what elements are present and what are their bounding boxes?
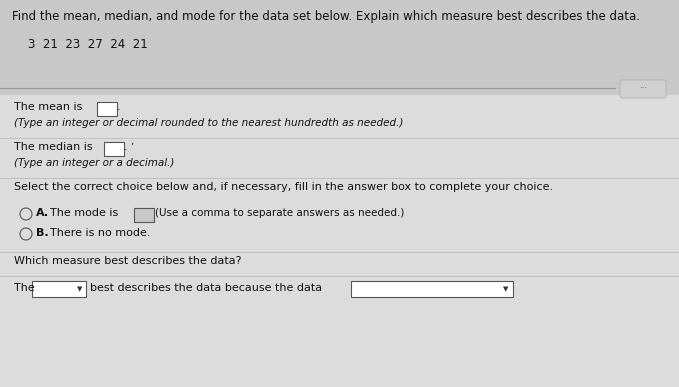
Text: ʼ: ʼ bbox=[130, 142, 133, 152]
Text: (Use a comma to separate answers as needed.): (Use a comma to separate answers as need… bbox=[155, 208, 405, 218]
Text: A.: A. bbox=[36, 208, 49, 218]
FancyBboxPatch shape bbox=[0, 95, 679, 387]
Text: .: . bbox=[117, 102, 121, 112]
Text: ···: ··· bbox=[639, 84, 647, 94]
Text: best describes the data because the data: best describes the data because the data bbox=[90, 283, 322, 293]
FancyBboxPatch shape bbox=[97, 102, 117, 116]
Circle shape bbox=[20, 228, 32, 240]
Circle shape bbox=[20, 208, 32, 220]
Text: ▼: ▼ bbox=[503, 286, 509, 292]
Text: Select the correct choice below and, if necessary, fill in the answer box to com: Select the correct choice below and, if … bbox=[14, 182, 553, 192]
Text: .: . bbox=[124, 142, 128, 152]
Text: (Type an integer or a decimal.): (Type an integer or a decimal.) bbox=[14, 158, 175, 168]
FancyBboxPatch shape bbox=[620, 80, 666, 98]
Text: The mean is: The mean is bbox=[14, 102, 82, 112]
FancyBboxPatch shape bbox=[104, 142, 124, 156]
Text: There is no mode.: There is no mode. bbox=[50, 228, 151, 238]
Text: The: The bbox=[14, 283, 35, 293]
FancyBboxPatch shape bbox=[32, 281, 86, 297]
Text: The median is: The median is bbox=[14, 142, 92, 152]
FancyBboxPatch shape bbox=[0, 0, 679, 95]
Text: (Type an integer or decimal rounded to the nearest hundredth as needed.): (Type an integer or decimal rounded to t… bbox=[14, 118, 403, 128]
FancyBboxPatch shape bbox=[134, 208, 154, 222]
Text: Which measure best describes the data?: Which measure best describes the data? bbox=[14, 256, 242, 266]
Text: The mode is: The mode is bbox=[50, 208, 118, 218]
Text: 3  21  23  27  24  21: 3 21 23 27 24 21 bbox=[28, 38, 148, 51]
Text: ▼: ▼ bbox=[77, 286, 83, 292]
Text: B.: B. bbox=[36, 228, 49, 238]
FancyBboxPatch shape bbox=[351, 281, 513, 297]
Text: Find the mean, median, and mode for the data set below. Explain which measure be: Find the mean, median, and mode for the … bbox=[12, 10, 640, 23]
